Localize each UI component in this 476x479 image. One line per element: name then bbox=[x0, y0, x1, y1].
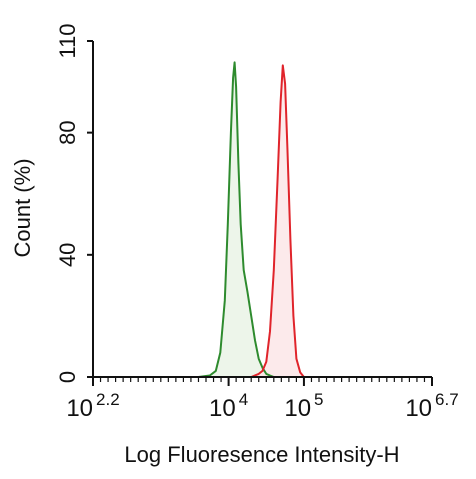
axes bbox=[92, 41, 432, 378]
series-1-area bbox=[198, 62, 274, 378]
y-axis-title: Count (%) bbox=[10, 158, 35, 257]
series-1-line bbox=[198, 61, 275, 378]
series-lines bbox=[198, 61, 305, 378]
y-tick-label: 110 bbox=[55, 23, 80, 58]
series-2-area bbox=[251, 65, 304, 378]
y-tick-label: 80 bbox=[55, 120, 80, 144]
y-axis-ticks: 0 40 80 110 bbox=[55, 23, 93, 383]
y-tick-label: 40 bbox=[55, 243, 80, 267]
x-axis-ticks: 10 2.2 10 4 10 5 10 6.7 bbox=[66, 377, 459, 422]
x-tick-label: 10 2.2 bbox=[66, 390, 119, 422]
x-tick-label: 10 4 bbox=[209, 390, 248, 422]
series-2-line bbox=[250, 64, 305, 378]
series-fills bbox=[198, 62, 304, 378]
y-tick-label: 0 bbox=[55, 371, 80, 383]
x-tick-label: 10 6.7 bbox=[405, 390, 458, 422]
x-axis-title: Log Fluoresence Intensity-H bbox=[124, 442, 399, 467]
x-tick-label: 10 5 bbox=[284, 390, 323, 422]
